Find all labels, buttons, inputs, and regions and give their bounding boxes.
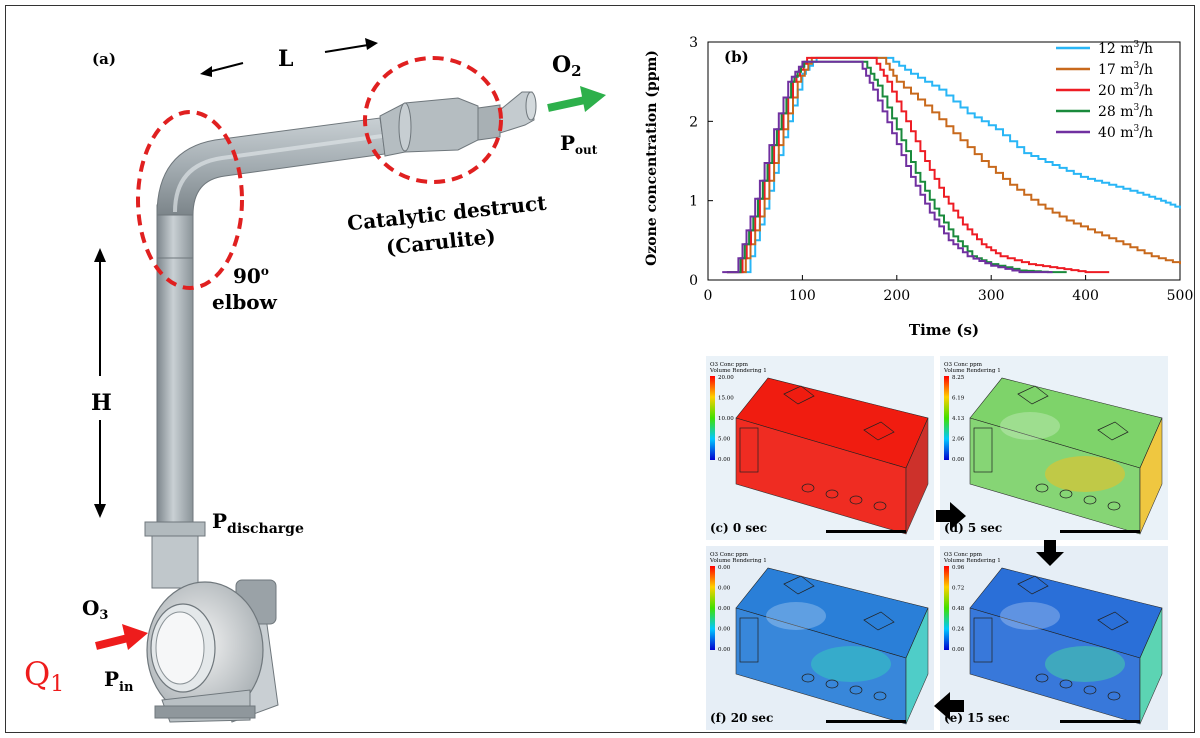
chart-legend: 12 m3/h 17 m3/h 20 m3/h 28 m3/h 40 m3/h [1056, 40, 1153, 141]
catalyst-label: Catalytic destruct (Carulite) [346, 190, 557, 263]
sim-color-bar [944, 376, 949, 460]
sim-room-box [735, 377, 929, 535]
sim-legend-subtitle: Volume Rendering 1 [709, 558, 767, 564]
sim-legend-title: O3 Conc ppm [710, 552, 749, 558]
length-label: L [278, 46, 293, 72]
inlet-gas-label: O3 [82, 596, 108, 623]
y-tick-label: 1 [689, 194, 698, 210]
sim-scale-value: 6.19 [952, 396, 965, 402]
sim-scale-value: 0.00 [718, 647, 731, 653]
sim-scale-value: 15.00 [718, 396, 734, 402]
inlet-pressure-label: Pin [104, 667, 134, 695]
sim-scale-bar [1060, 530, 1140, 533]
y-tick-label: 3 [689, 35, 698, 51]
sim-color-bar [710, 566, 715, 650]
sim-scale-value: 0.48 [952, 606, 965, 612]
sim-legend-subtitle: Volume Rendering 1 [943, 368, 1001, 374]
outlet-gas-label: O2 [552, 52, 582, 80]
sim-legend-subtitle: Volume Rendering 1 [943, 558, 1001, 564]
x-tick-label: 400 [1072, 288, 1099, 304]
vertical-pipe [156, 204, 194, 536]
y-tick-label: 2 [689, 114, 698, 130]
sim-frame-label: (f) 20 sec [710, 711, 773, 725]
catalyst-highlight-circle [363, 56, 503, 184]
elbow-pipe [156, 117, 386, 216]
sim-color-bar [944, 566, 949, 650]
sim-scale-value: 0.00 [952, 457, 965, 463]
sim-scale-bar [826, 720, 906, 723]
elbow-highlight-circle [136, 110, 244, 290]
sim-scale-value: 20.00 [718, 375, 734, 381]
sim-legend-subtitle: Volume Rendering 1 [709, 368, 767, 374]
sim-room-box [969, 567, 1163, 725]
sim-scale-value: 0.00 [718, 586, 731, 592]
sim-scale-value: 4.13 [952, 416, 965, 422]
y-axis-label: Ozone concentration (ppm) [644, 50, 660, 266]
sim-scale-value: 0.00 [952, 647, 965, 653]
sim-scale-value: 8.25 [952, 375, 965, 381]
sim-legend-title: O3 Conc ppm [944, 362, 983, 368]
height-label: H [91, 390, 112, 416]
sim-frame-label: (c) 0 sec [710, 521, 767, 535]
sim-scale-bar [1060, 720, 1140, 723]
sim-legend-title: O3 Conc ppm [944, 552, 983, 558]
sim-scale-value: 0.96 [952, 565, 965, 571]
outflow-arrow [547, 86, 606, 112]
sim-scale-bar [826, 530, 906, 533]
series-line-12 [726, 56, 1181, 274]
x-tick-label: 500 [1167, 288, 1194, 304]
blower-fan [146, 579, 279, 723]
sim-room-box [969, 377, 1163, 535]
sim-frame-label: (d) 5 sec [944, 521, 1002, 535]
series-line-28 [726, 60, 1067, 274]
sim-room-box [735, 567, 929, 725]
discharge-flange [144, 521, 206, 537]
legend-entry: 12 m3/h [1098, 40, 1153, 57]
sim-scale-value: 0.00 [718, 565, 731, 571]
chart-axes: 0 100 200 300 400 500 0 1 2 3 [689, 35, 1193, 304]
sim-scale-value: 0.00 [718, 457, 731, 463]
sim-scale-value: 0.24 [952, 627, 965, 633]
series-line-40 [722, 60, 1053, 274]
catalytic-converter [379, 91, 537, 157]
sim-scale-value: 0.72 [952, 586, 964, 592]
sim-legend-title: O3 Conc ppm [710, 362, 749, 368]
legend-entry: 20 m3/h [1098, 82, 1153, 99]
length-dimension: L [200, 38, 378, 77]
discharge-pressure-label: Pdischarge [212, 509, 304, 537]
legend-entry: 40 m3/h [1098, 124, 1153, 141]
sim-color-bar [710, 376, 715, 460]
ozone-line-chart: 0 100 200 300 400 500 0 1 2 3 12 m3/h 17 m3/h 20 m3… [644, 35, 1193, 339]
flow-rate-label: Q1 [24, 655, 64, 697]
x-tick-label: 100 [789, 288, 816, 304]
legend-entry: 28 m3/h [1098, 103, 1153, 120]
series-line-17 [726, 56, 1181, 274]
x-tick-label: 200 [883, 288, 910, 304]
panel-b-label: (b) [724, 48, 749, 66]
x-axis-label: Time (s) [909, 321, 979, 339]
x-tick-label: 0 [704, 288, 713, 304]
inflow-arrow [95, 624, 148, 650]
sim-scale-value: 0.00 [718, 606, 731, 612]
x-tick-label: 300 [978, 288, 1005, 304]
sim-frame-label: (e) 15 sec [944, 711, 1010, 725]
height-dimension: H [91, 248, 112, 518]
panel-a-label: (a) [92, 50, 116, 68]
chart-series [722, 56, 1181, 274]
duct-diagram: (a) L H [24, 38, 606, 723]
sim-scale-value: 10.00 [718, 416, 734, 422]
y-tick-label: 0 [689, 273, 698, 289]
sim-scale-value: 0.00 [718, 627, 731, 633]
sim-scale-value: 2.06 [952, 437, 965, 443]
legend-entry: 17 m3/h [1098, 61, 1153, 78]
plot-frame [707, 41, 1181, 281]
sim-scale-value: 5.00 [718, 437, 731, 443]
outlet-pressure-label: Pout [560, 131, 598, 157]
elbow-label: 90o elbow [212, 256, 278, 314]
